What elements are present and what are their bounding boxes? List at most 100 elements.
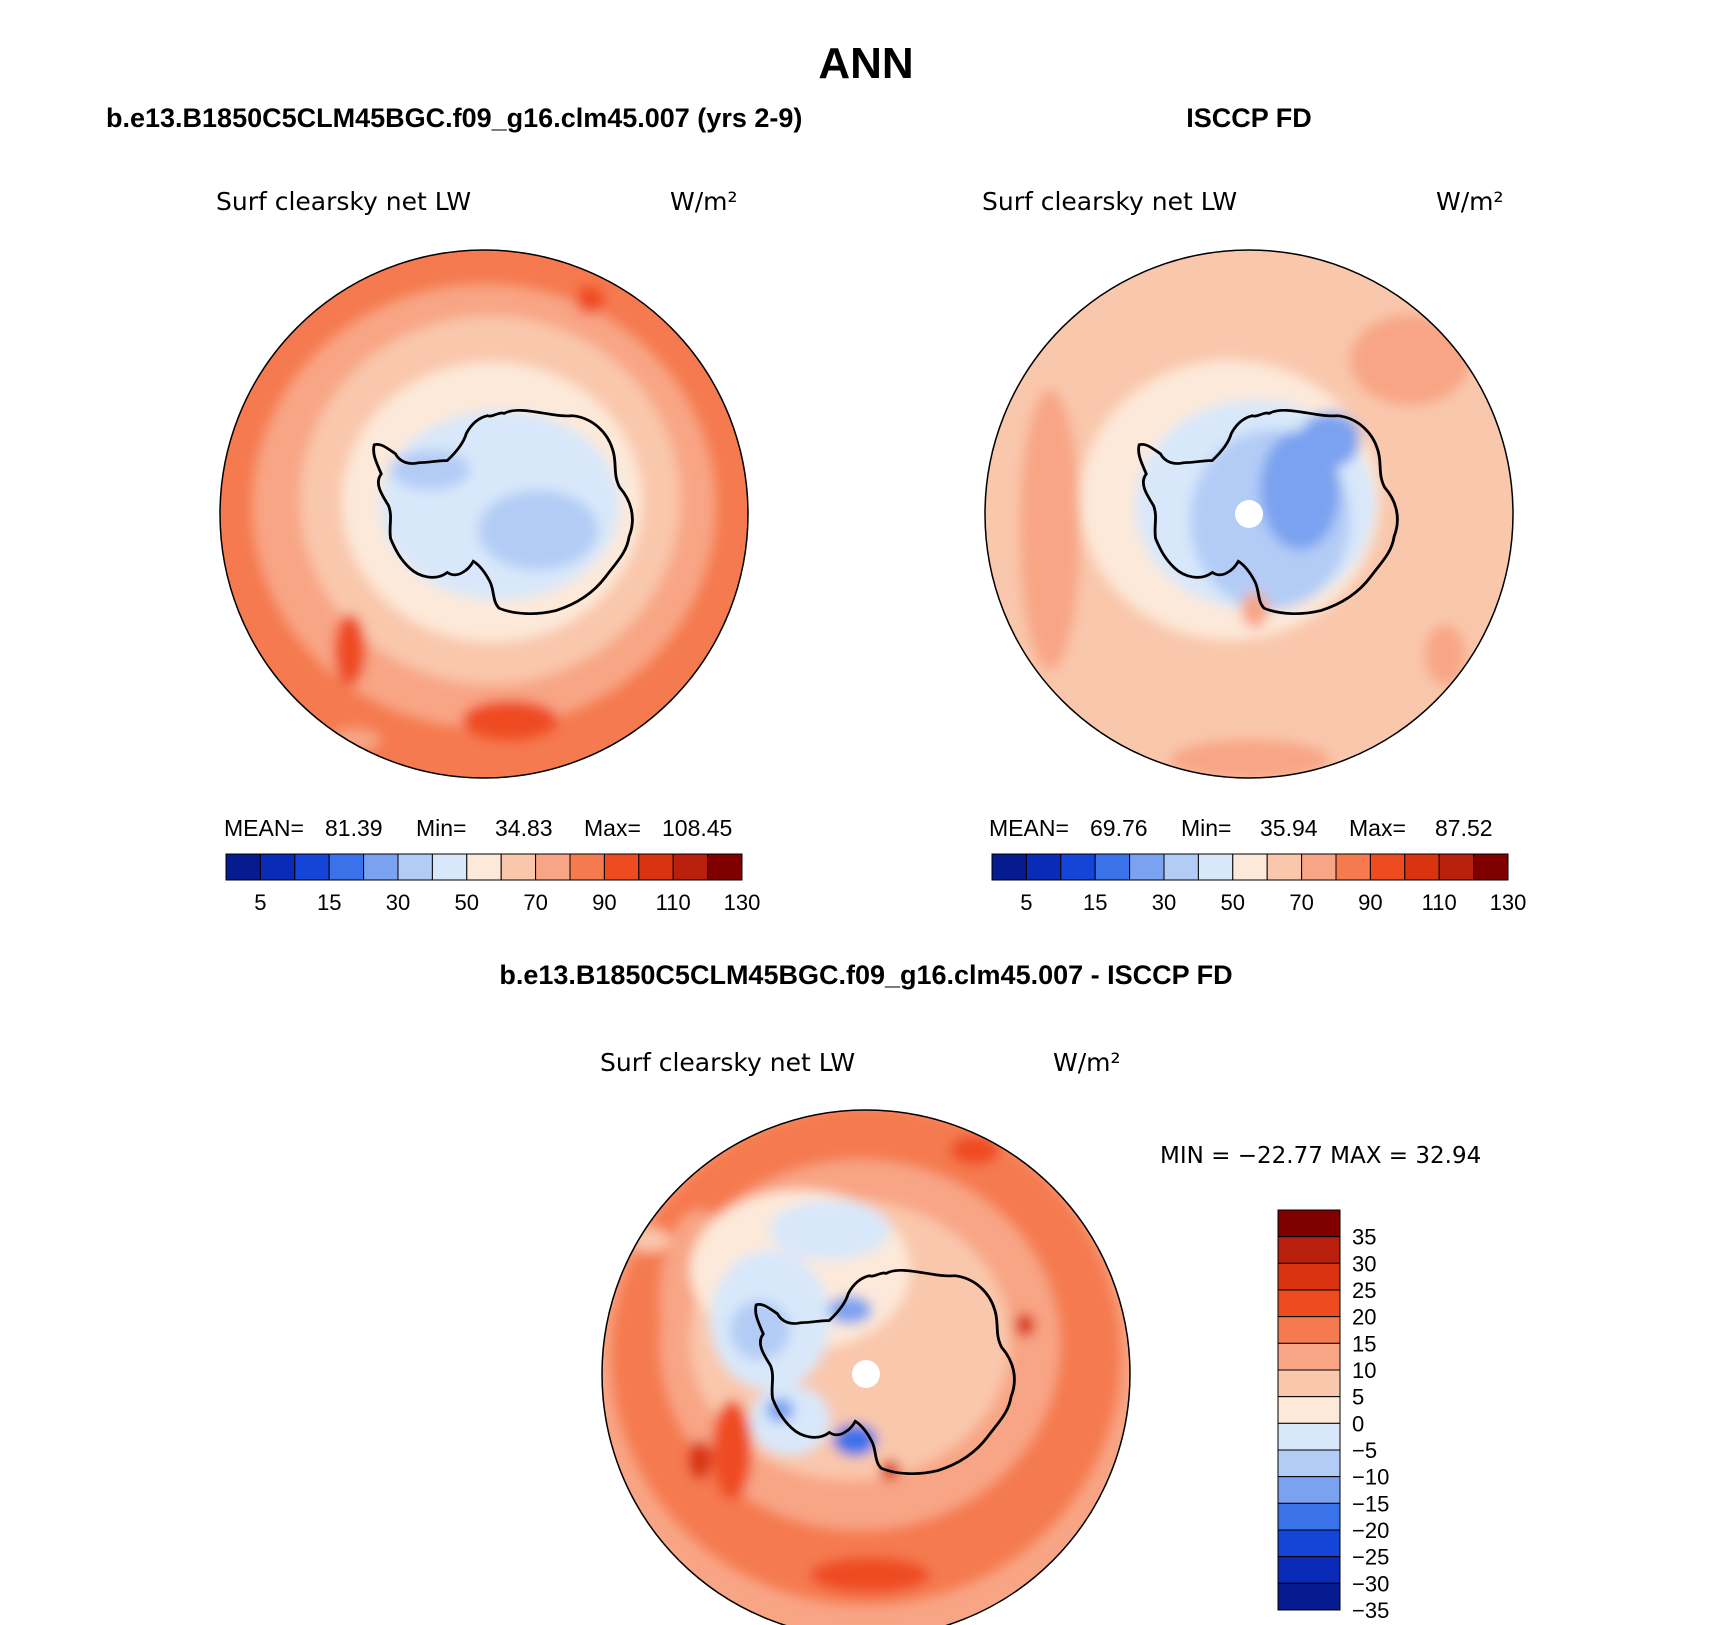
- obs-colorbar-swatch: [1060, 853, 1096, 881]
- model-max-value: 108.45: [662, 815, 732, 841]
- model-colorbar-tick-label: 70: [523, 890, 547, 915]
- difference-colorbar-swatch: [1277, 1476, 1341, 1504]
- difference-colorbar-tick-label: 0: [1352, 1411, 1364, 1436]
- obs-colorbar-tick-label: 30: [1152, 890, 1176, 915]
- difference-colorbar-tick-label: 35: [1352, 1225, 1376, 1250]
- difference-min-max: MIN = −22.77 MAX = 32.94: [1160, 1143, 1481, 1169]
- obs-colorbar-tick-label: 5: [1020, 890, 1032, 915]
- difference-colorbar-swatch: [1277, 1209, 1341, 1238]
- obs-min-label: Min=: [1181, 815, 1232, 841]
- obs-max-value: 87.52: [1435, 815, 1493, 841]
- obs-colorbar-swatch: [1197, 853, 1234, 881]
- obs-stats: MEAN= 69.76 Min= 35.94 Max= 87.52: [989, 815, 1493, 841]
- obs-colorbar-swatch: [991, 853, 1027, 881]
- obs-colorbar-swatch: [1163, 853, 1199, 881]
- model-max-label: Max=: [584, 815, 641, 841]
- difference-colorbar-tick-label: −10: [1352, 1465, 1389, 1490]
- obs-colorbar-tick-label: 130: [1490, 890, 1527, 915]
- difference-colorbar-swatch: [1277, 1422, 1341, 1451]
- model-colorbar: 5 15 30 50 70 90 110 130: [225, 853, 761, 915]
- difference-colorbar-tick-label: 25: [1352, 1278, 1376, 1303]
- obs-colorbar-tick-label: 15: [1083, 890, 1107, 915]
- model-colorbar-swatch: [397, 853, 433, 881]
- model-mean-value: 81.39: [325, 815, 383, 841]
- model-colorbar-swatch: [259, 853, 296, 881]
- model-colorbar-tick-label: 5: [254, 890, 266, 915]
- obs-case-title: ISCCP FD: [1186, 103, 1312, 133]
- difference-title: b.e13.B1850C5CLM45BGC.f09_g16.clm45.007 …: [499, 960, 1232, 990]
- model-colorbar-tick-label: 90: [592, 890, 616, 915]
- model-colorbar-tick-label: 110: [656, 890, 691, 915]
- model-stats: MEAN= 81.39 Min= 34.83 Max= 108.45: [224, 815, 732, 841]
- obs-mean-value: 69.76: [1090, 815, 1148, 841]
- model-colorbar-swatch: [603, 853, 640, 881]
- obs-colorbar-swatch: [1335, 853, 1371, 881]
- model-colorbar-swatch: [569, 853, 605, 881]
- difference-colorbar-swatch: [1277, 1582, 1341, 1611]
- obs-colorbar-swatch: [1025, 853, 1062, 881]
- obs-colorbar-swatch: [1404, 853, 1440, 881]
- difference-colorbar-tick-label: −35: [1352, 1598, 1389, 1623]
- model-colorbar-tick-label: 50: [455, 890, 479, 915]
- obs-colorbar-swatch: [1369, 853, 1406, 881]
- difference-colorbar-tick-label: −15: [1352, 1491, 1389, 1516]
- difference-colorbar-swatch: [1277, 1289, 1341, 1318]
- difference-colorbar-tick-label: 5: [1352, 1385, 1364, 1410]
- difference-colorbar-swatch: [1277, 1396, 1341, 1424]
- obs-colorbar-swatch: [1473, 853, 1509, 881]
- difference-variable-label: Surf clearsky net LW: [600, 1048, 855, 1077]
- obs-colorbar-swatch: [1438, 853, 1475, 881]
- obs-colorbar-swatch: [1129, 853, 1165, 881]
- obs-polar-map: [985, 250, 1513, 778]
- obs-colorbar-tick-label: 50: [1221, 890, 1245, 915]
- model-colorbar-swatch: [431, 853, 468, 881]
- model-map-border: [219, 249, 749, 779]
- model-min-label: Min=: [416, 815, 467, 841]
- difference-colorbar-tick-label: −5: [1352, 1438, 1377, 1463]
- difference-colorbar-tick-label: 20: [1352, 1305, 1376, 1330]
- difference-colorbar-tick-label: 10: [1352, 1358, 1376, 1383]
- difference-colorbar-tick-label: −20: [1352, 1518, 1389, 1543]
- difference-colorbar-tick-label: 15: [1352, 1331, 1376, 1356]
- obs-max-label: Max=: [1349, 815, 1406, 841]
- obs-mean-label: MEAN=: [989, 815, 1069, 841]
- obs-variable-label: Surf clearsky net LW: [982, 187, 1237, 216]
- model-variable-label: Surf clearsky net LW: [216, 187, 471, 216]
- obs-colorbar-swatch: [1266, 853, 1303, 881]
- difference-units-label: W/m²: [1053, 1048, 1121, 1077]
- model-colorbar-swatch: [225, 853, 261, 881]
- model-colorbar-swatch: [363, 853, 399, 881]
- panel-difference: b.e13.B1850C5CLM45BGC.f09_g16.clm45.007 …: [499, 960, 1481, 1625]
- panel-obs: ISCCP FD Surf clearsky net LW W/m² MEAN: [982, 103, 1527, 915]
- obs-colorbar-tick-label: 110: [1422, 890, 1457, 915]
- model-mean-label: MEAN=: [224, 815, 304, 841]
- model-min-value: 34.83: [495, 815, 553, 841]
- model-colorbar-swatch: [638, 853, 674, 881]
- model-colorbar-swatch: [500, 853, 537, 881]
- model-colorbar-swatch: [672, 853, 709, 881]
- obs-colorbar-swatch: [1094, 853, 1131, 881]
- difference-colorbar-swatch: [1277, 1342, 1341, 1371]
- difference-colorbar-swatch: [1277, 1449, 1341, 1478]
- model-units-label: W/m²: [670, 187, 738, 216]
- panel-model: b.e13.B1850C5CLM45BGC.f09_g16.clm45.007 …: [106, 103, 802, 915]
- difference-colorbar-swatch: [1277, 1236, 1341, 1264]
- difference-colorbar-swatch: [1277, 1316, 1341, 1344]
- obs-units-label: W/m²: [1436, 187, 1504, 216]
- model-colorbar-tick-label: 130: [724, 890, 761, 915]
- difference-colorbar-swatch: [1277, 1556, 1341, 1584]
- obs-map-border: [984, 249, 1514, 779]
- model-colorbar-swatch: [535, 853, 571, 881]
- obs-colorbar-tick-label: 90: [1358, 890, 1382, 915]
- difference-colorbar-swatch: [1277, 1369, 1341, 1398]
- difference-colorbar-tick-label: 30: [1352, 1251, 1376, 1276]
- difference-colorbar-swatch: [1277, 1529, 1341, 1558]
- model-polar-map: [220, 250, 748, 778]
- model-colorbar-swatch: [466, 853, 502, 881]
- difference-colorbar-tick-label: −30: [1352, 1571, 1389, 1596]
- model-colorbar-swatch: [328, 853, 365, 881]
- obs-min-value: 35.94: [1260, 815, 1318, 841]
- model-colorbar-swatch: [294, 853, 330, 881]
